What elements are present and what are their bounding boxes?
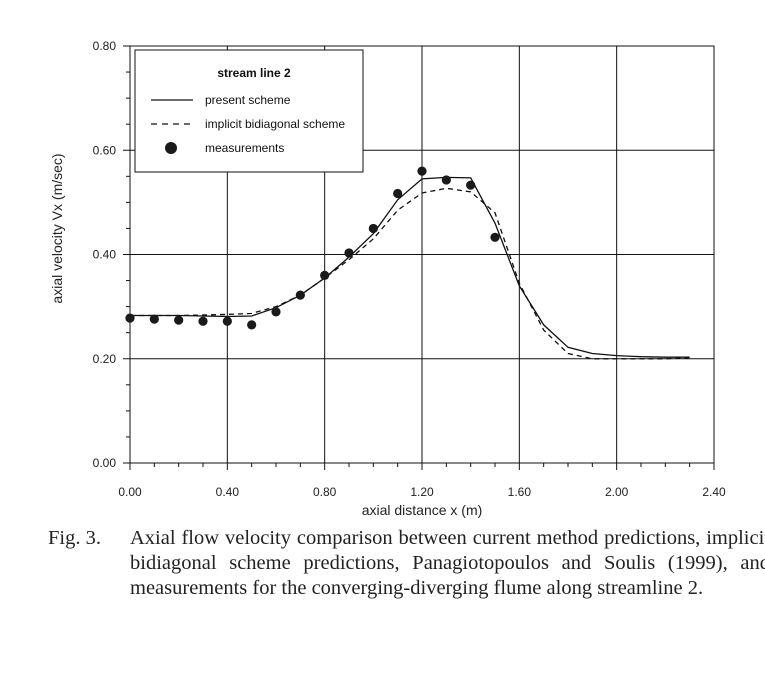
x-tick-label: 2.40 bbox=[702, 485, 726, 499]
data-point-measurements bbox=[247, 320, 257, 330]
series-layer bbox=[125, 166, 690, 360]
x-tick-label: 0.00 bbox=[118, 485, 142, 499]
legend: stream line 2 present scheme implicit bi… bbox=[134, 49, 364, 173]
data-point-measurements bbox=[417, 166, 427, 176]
data-point-measurements bbox=[490, 232, 500, 242]
y-tick-label: 0.00 bbox=[93, 456, 117, 470]
data-point-measurements bbox=[441, 175, 451, 185]
x-axis-title: axial distance x (m) bbox=[362, 502, 483, 518]
data-point-measurements bbox=[198, 316, 208, 326]
y-tick-label: 0.60 bbox=[93, 143, 117, 157]
x-tick-label: 0.80 bbox=[313, 485, 337, 499]
data-point-measurements bbox=[320, 270, 330, 280]
chart: 0.00 0.40 0.80 1.20 1.60 2.00 2.40 0.00 0.20 0.40… bbox=[49, 39, 726, 518]
series-line-implicit-bidiagonal-scheme bbox=[130, 187, 690, 360]
legend-label-present-scheme: present scheme bbox=[205, 93, 291, 107]
series-line-present-scheme bbox=[130, 176, 690, 358]
data-point-measurements bbox=[344, 248, 354, 258]
legend-label-measurements: measurements bbox=[205, 141, 284, 155]
data-point-measurements bbox=[295, 290, 305, 300]
data-point-measurements bbox=[125, 313, 135, 323]
legend-title: stream line 2 bbox=[217, 66, 291, 80]
data-point-measurements bbox=[393, 188, 403, 199]
x-tick-label: 0.40 bbox=[216, 485, 240, 499]
legend-marker bbox=[165, 142, 177, 154]
x-tick-label: 1.60 bbox=[508, 485, 532, 499]
data-point-measurements bbox=[368, 223, 378, 234]
data-point-measurements bbox=[271, 307, 281, 317]
legend-label-implicit-bidiagonal: implicit bidiagonal scheme bbox=[205, 117, 345, 131]
data-point-measurements bbox=[149, 314, 159, 324]
y-axis-title: axial velocity Vx (m/sec) bbox=[49, 153, 65, 303]
data-point-measurements bbox=[466, 180, 476, 190]
caption-text: Axial flow velocity comparison between c… bbox=[130, 527, 765, 599]
caption-label: Fig. 3. bbox=[48, 527, 101, 549]
data-point-measurements bbox=[222, 316, 232, 326]
y-tick-label: 0.40 bbox=[93, 248, 117, 262]
axis-ticks: 0.00 0.40 0.80 1.20 1.60 2.00 2.40 0.00 0.20 0.40… bbox=[93, 39, 726, 499]
x-tick-label: 2.00 bbox=[605, 485, 629, 499]
x-tick-label: 1.20 bbox=[410, 485, 434, 499]
data-point-measurements bbox=[174, 315, 184, 325]
y-tick-label: 0.80 bbox=[93, 39, 117, 53]
y-tick-label: 0.20 bbox=[93, 352, 117, 366]
